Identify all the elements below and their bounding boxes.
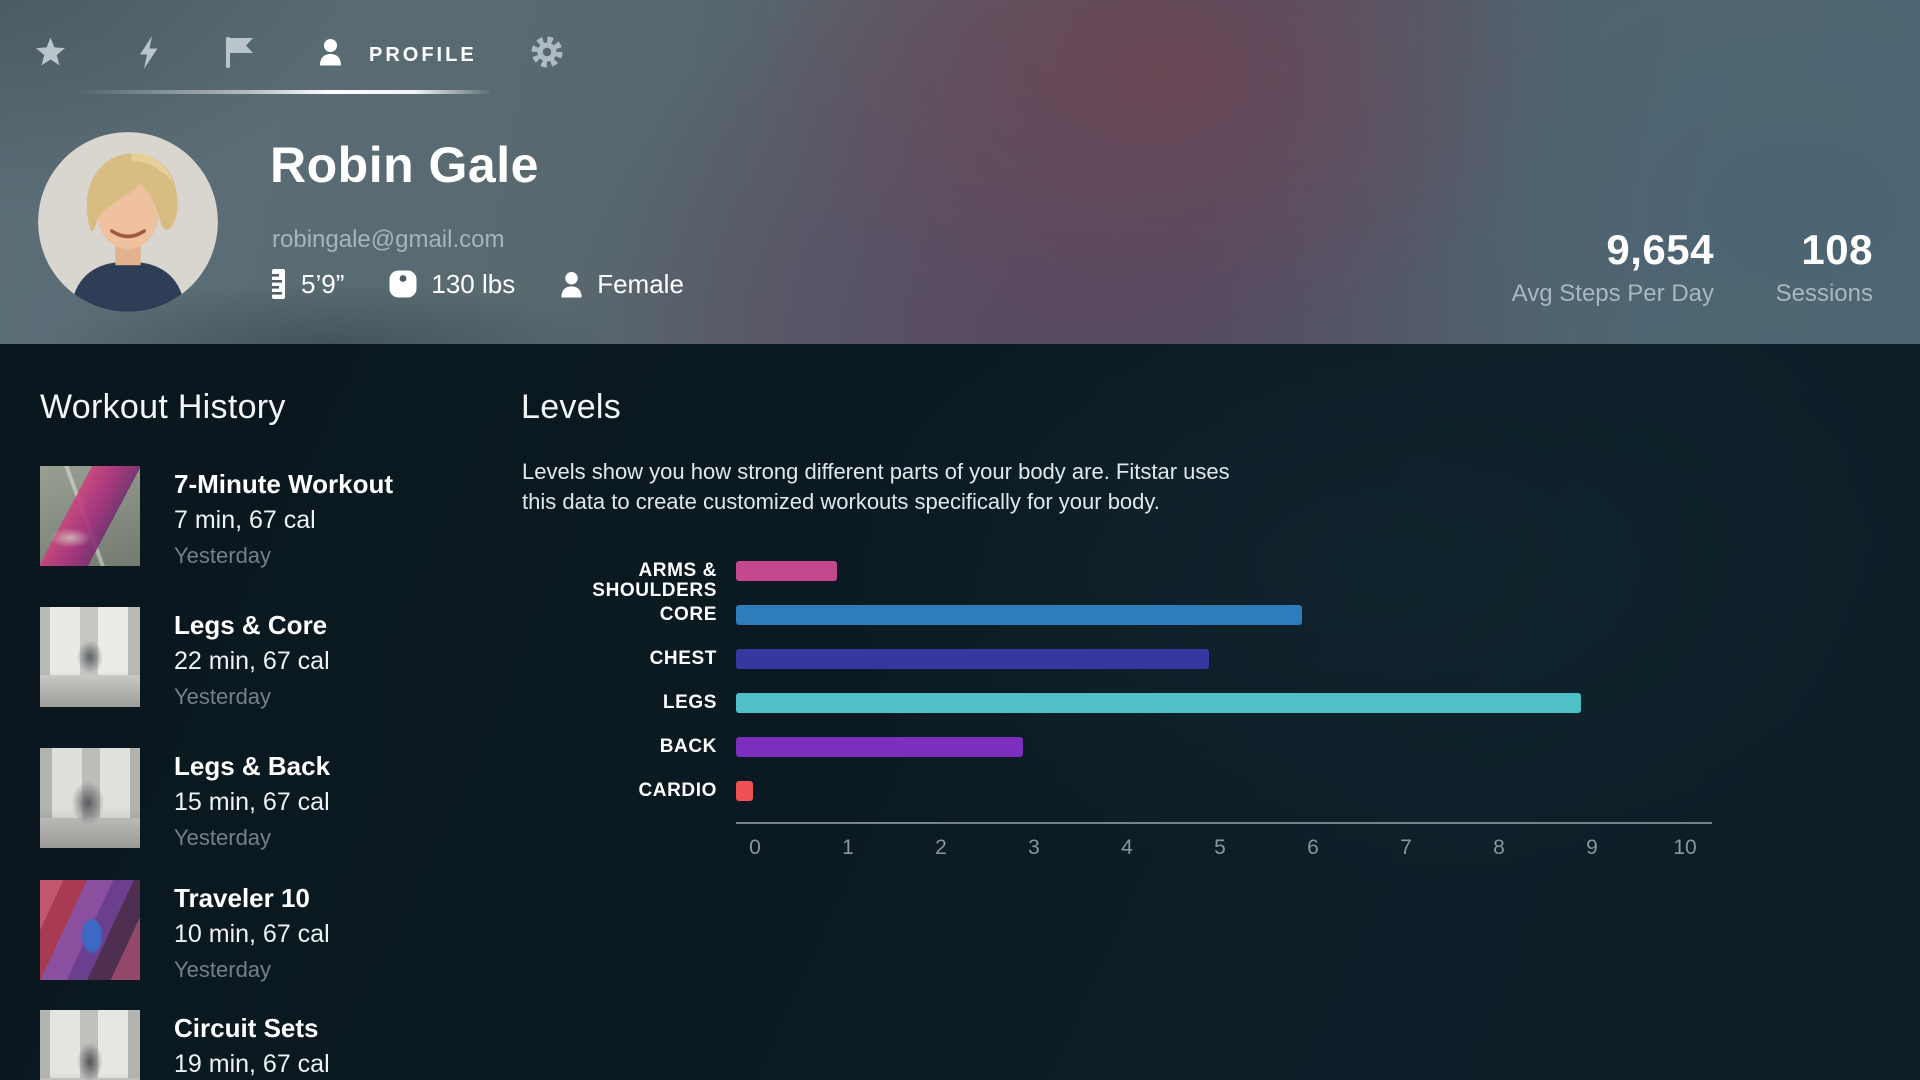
weight-value: 130 lbs bbox=[431, 268, 516, 299]
workout-meta: 22 min, 67 cal bbox=[174, 647, 330, 675]
ruler-icon bbox=[272, 269, 285, 299]
workout-item[interactable]: Legs & Core 22 min, 67 cal Yesterday bbox=[40, 607, 470, 708]
chart-x-tick: 9 bbox=[1586, 836, 1598, 859]
profile-attributes: 5’9” 130 lbs Female bbox=[270, 268, 684, 300]
workout-item-text: 7-Minute Workout 7 min, 67 cal Yesterday bbox=[174, 466, 393, 567]
levels-title: Levels bbox=[521, 388, 622, 426]
workout-date: Yesterday bbox=[174, 957, 272, 982]
chart-bar-core bbox=[736, 605, 1302, 625]
workout-item-text: Legs & Core 22 min, 67 cal Yesterday bbox=[174, 607, 330, 708]
chart-bar-back bbox=[736, 737, 1023, 757]
workout-item[interactable]: Traveler 10 10 min, 67 cal Yesterday bbox=[40, 880, 470, 981]
workout-title: Traveler 10 bbox=[174, 883, 310, 913]
workout-thumbnail-gym-run bbox=[40, 748, 140, 848]
tab-profile-label[interactable]: PROFILE bbox=[369, 44, 477, 66]
stat-sessions: 108 Sessions bbox=[1776, 228, 1873, 308]
tab-settings[interactable] bbox=[530, 35, 564, 74]
height-attribute: 5’9” bbox=[270, 268, 344, 300]
gear-icon bbox=[531, 36, 563, 68]
chart-x-tick: 6 bbox=[1307, 836, 1319, 859]
chart-bar-cardio bbox=[736, 781, 753, 801]
chart-category-label: ARMS & SHOULDERS bbox=[592, 560, 717, 601]
stat-avg-steps: 9,654 Avg Steps Per Day bbox=[1512, 228, 1714, 308]
person-icon bbox=[320, 39, 341, 66]
chart-x-tick: 2 bbox=[935, 836, 947, 859]
workout-meta: 19 min, 67 cal bbox=[174, 1050, 330, 1078]
tab-challenges[interactable] bbox=[226, 37, 254, 73]
avatar[interactable] bbox=[38, 132, 218, 312]
profile-name: Robin Gale bbox=[270, 137, 539, 193]
workout-item[interactable]: 7-Minute Workout 7 min, 67 cal Yesterday bbox=[40, 466, 470, 567]
star-icon bbox=[36, 37, 65, 66]
workout-meta: 7 min, 67 cal bbox=[174, 506, 316, 534]
stat-avg-steps-value: 9,654 bbox=[1606, 226, 1714, 273]
chart-category-label: CORE bbox=[659, 604, 717, 625]
workout-title: Legs & Back bbox=[174, 751, 331, 781]
chart-bar-chest bbox=[736, 649, 1209, 669]
person-icon bbox=[561, 271, 582, 297]
workout-meta: 10 min, 67 cal bbox=[174, 920, 330, 948]
workout-thumbnail-treadmill bbox=[40, 880, 140, 980]
tab-favorites[interactable] bbox=[35, 37, 66, 72]
profile-content: Workout History 7-Minute Workout 7 min, 6… bbox=[0, 344, 1920, 1080]
chart-x-tick: 10 bbox=[1673, 836, 1697, 859]
chart-x-tick: 3 bbox=[1028, 836, 1040, 859]
chart-x-tick: 1 bbox=[842, 836, 854, 859]
workout-item-text: Circuit Sets 19 min, 67 cal bbox=[174, 1010, 330, 1077]
chart-x-tick: 4 bbox=[1121, 836, 1133, 859]
tab-profile[interactable] bbox=[317, 38, 344, 71]
active-tab-underline bbox=[72, 90, 490, 94]
workout-date: Yesterday bbox=[174, 543, 272, 568]
chart-x-tick: 5 bbox=[1214, 836, 1226, 859]
bolt-icon bbox=[140, 36, 158, 69]
levels-description: Levels show you how strong different par… bbox=[522, 459, 1230, 514]
stat-sessions-value: 108 bbox=[1801, 226, 1873, 273]
weight-attribute: 130 lbs bbox=[388, 269, 515, 300]
workout-item[interactable]: Legs & Back 15 min, 67 cal Yesterday bbox=[40, 748, 470, 849]
chart-x-axis bbox=[736, 822, 1712, 824]
profile-email: robingale@gmail.com bbox=[272, 226, 505, 253]
stat-sessions-label: Sessions bbox=[1775, 280, 1873, 307]
workout-item-text: Legs & Back 15 min, 67 cal Yesterday bbox=[174, 748, 330, 849]
workout-title: 7-Minute Workout bbox=[174, 469, 394, 499]
workout-thumbnail-situps-pink bbox=[40, 466, 140, 566]
workout-item-text: Traveler 10 10 min, 67 cal Yesterday bbox=[174, 880, 330, 981]
chart-category-label: CARDIO bbox=[638, 780, 717, 801]
chart-x-tick: 8 bbox=[1493, 836, 1505, 859]
gender-attribute: Female bbox=[559, 269, 684, 300]
workout-thumbnail-gym-stand bbox=[40, 1010, 140, 1080]
flag-icon bbox=[226, 37, 253, 68]
tab-activity[interactable] bbox=[136, 36, 162, 74]
workout-date: Yesterday bbox=[174, 684, 272, 709]
chart-x-tick: 7 bbox=[1400, 836, 1412, 859]
workout-title: Legs & Core bbox=[174, 610, 328, 640]
stat-avg-steps-label: Avg Steps Per Day bbox=[1511, 280, 1714, 307]
chart-bar-arms-shoulders bbox=[736, 561, 837, 581]
chart-category-label: LEGS bbox=[662, 692, 717, 713]
workout-title: Circuit Sets bbox=[174, 1013, 319, 1043]
workout-item[interactable]: Circuit Sets 19 min, 67 cal bbox=[40, 1010, 470, 1080]
gender-value: Female bbox=[597, 268, 684, 299]
workout-history-title: Workout History bbox=[40, 388, 286, 426]
chart-bar-legs bbox=[736, 693, 1581, 713]
workout-date: Yesterday bbox=[174, 825, 272, 850]
workout-thumbnail-gym-squat bbox=[40, 607, 140, 707]
scale-icon bbox=[389, 270, 417, 298]
chart-category-label: BACK bbox=[659, 736, 717, 757]
avatar-photo bbox=[38, 132, 218, 312]
workout-meta: 15 min, 67 cal bbox=[174, 788, 330, 816]
profile-header: PROFILE bbox=[0, 0, 1920, 344]
chart-category-label: CHEST bbox=[649, 648, 717, 669]
height-value: 5’9” bbox=[301, 268, 345, 299]
chart-x-tick: 0 bbox=[749, 836, 761, 859]
